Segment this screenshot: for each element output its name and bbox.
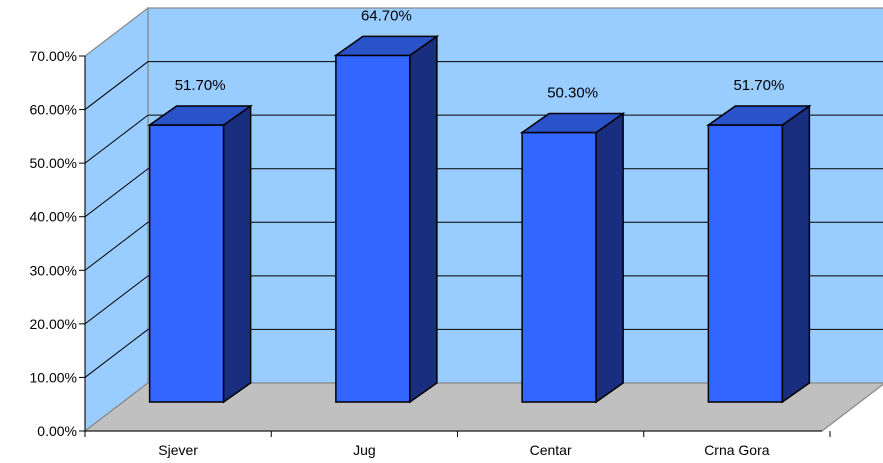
y-tick-label: 40.00%: [30, 209, 77, 225]
side-gridline: [84, 61, 149, 110]
data-label: 51.70%: [175, 77, 226, 94]
bar: [147, 104, 253, 404]
bar-side: [222, 104, 252, 404]
y-tick-label: 50.00%: [30, 155, 77, 171]
bar-side: [409, 34, 438, 404]
y-tick-label: 70.00%: [30, 48, 77, 64]
y-tick-label: 60.00%: [30, 102, 77, 118]
bar-front: [521, 131, 597, 403]
y-tick-label: 10.00%: [30, 369, 77, 385]
bar-front: [707, 124, 784, 403]
side-gridline: [84, 114, 149, 164]
axes: 0.00% 10.00% 20.00% 30.00% 40.00% 50.00% 60.00…: [30, 48, 831, 458]
data-label: 50.30%: [547, 85, 598, 102]
bars: [147, 34, 812, 404]
data-label: 64.70%: [361, 7, 412, 24]
y-tick-label: 0.00%: [37, 423, 77, 439]
labels: 51.70% 64.70% 50.30% 51.70%: [175, 7, 785, 101]
x-tick-label: Sjever: [158, 442, 198, 458]
side-wall: [84, 6, 149, 433]
side-gridline: [84, 168, 149, 218]
data-label: 51.70%: [733, 77, 784, 94]
bar-side: [595, 112, 624, 404]
side-gridline: [84, 221, 149, 271]
x-tick-label: Crna Gora: [704, 442, 770, 458]
side-gridline: [84, 329, 149, 378]
x-tick-label: Jug: [353, 442, 376, 458]
bar: [706, 104, 812, 404]
bar-top: [147, 105, 253, 126]
bar: [333, 34, 440, 404]
bar-front: [335, 54, 411, 403]
bar-top: [706, 105, 812, 126]
bar-top: [333, 35, 440, 57]
bar-top: [519, 112, 626, 134]
bar-side: [781, 104, 811, 404]
x-tick-label: Centar: [530, 442, 572, 458]
bar: [519, 112, 626, 404]
side-gridline: [84, 275, 149, 325]
y-tick-label: 30.00%: [30, 262, 77, 278]
y-tick-label: 20.00%: [30, 316, 77, 332]
bar-front: [148, 124, 225, 403]
